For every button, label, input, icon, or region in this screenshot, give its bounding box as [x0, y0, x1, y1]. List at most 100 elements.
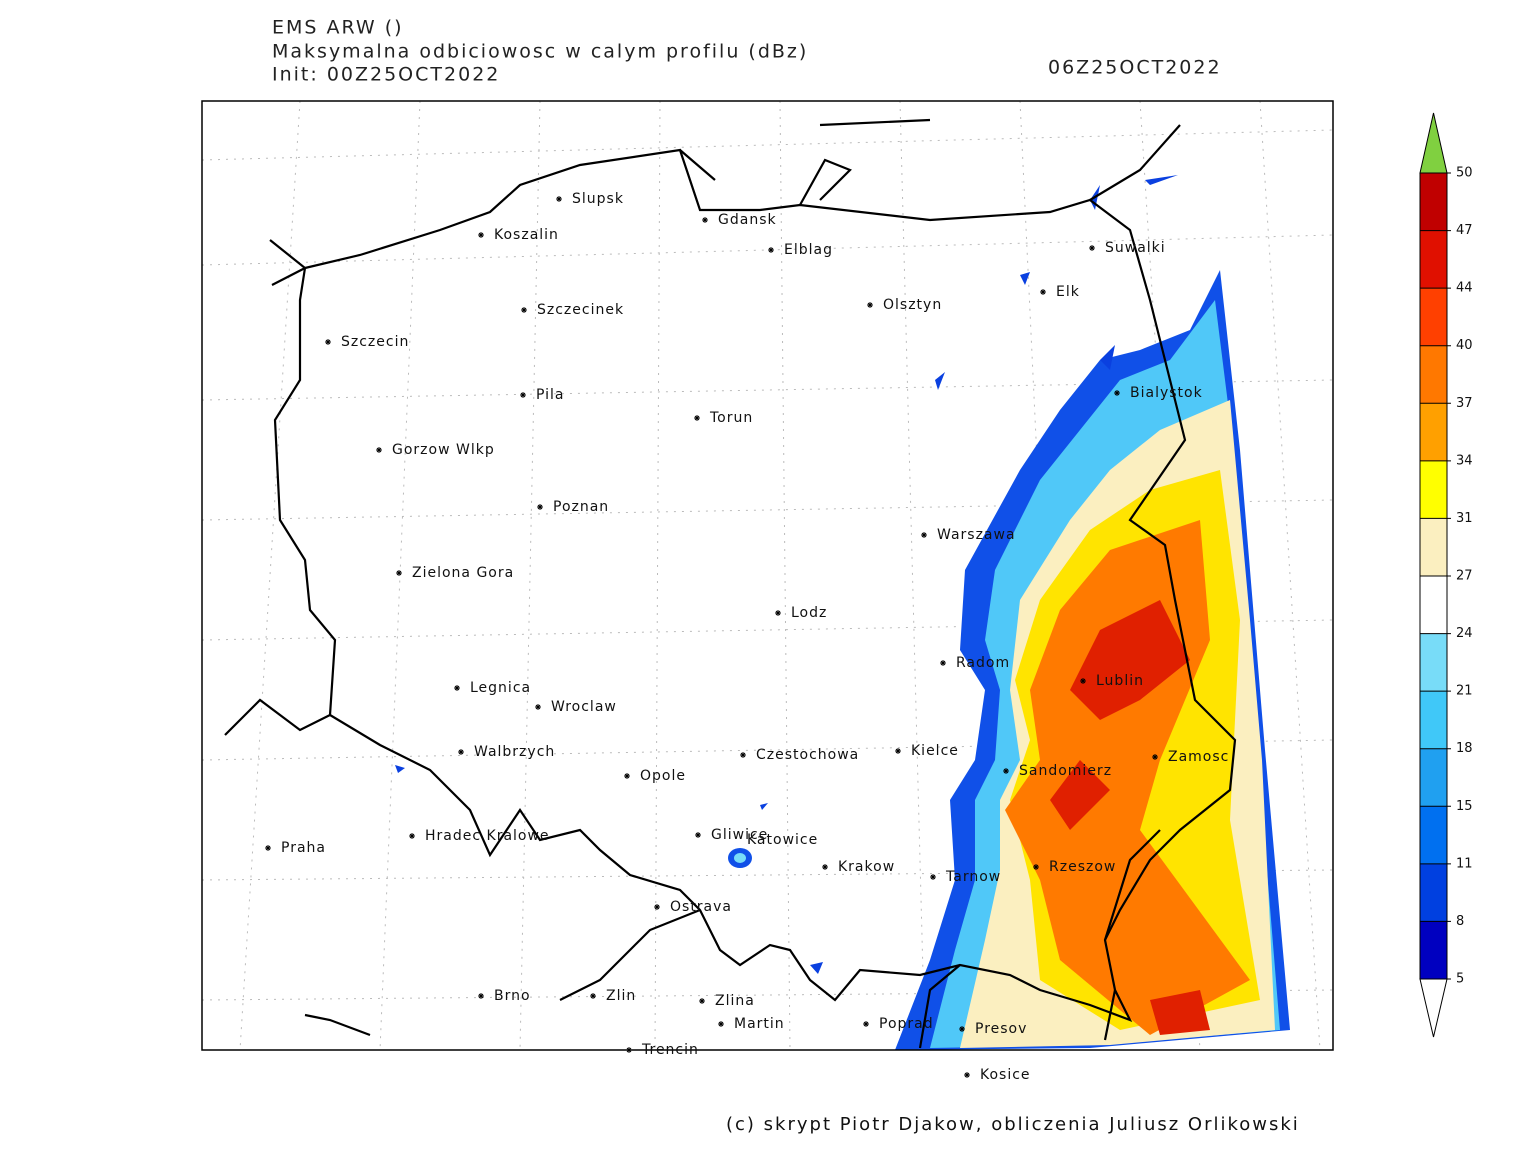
colorbar-segment [1420, 460, 1447, 519]
city-label: Szczecinek [537, 302, 624, 318]
city-label: Brno [494, 988, 531, 1004]
city-marker [940, 660, 946, 666]
city-label: Radom [956, 655, 1010, 671]
colorbar-over [1419, 112, 1448, 174]
city-marker [478, 232, 484, 238]
city-label: Gliwice [711, 827, 768, 843]
city-label: Elblag [784, 242, 833, 258]
city-marker [325, 339, 331, 345]
colorbar-segment [1420, 230, 1447, 289]
city-marker [822, 864, 828, 870]
city-label: Wroclaw [551, 699, 617, 715]
colorbar-segment [1420, 345, 1447, 404]
city-label: Lublin [1096, 673, 1144, 689]
city-label: Warszawa [937, 527, 1016, 543]
city-label: Kielce [911, 743, 959, 759]
city-marker [265, 845, 271, 851]
city-marker [695, 832, 701, 838]
city-label: Zlin [606, 988, 636, 1004]
colorbar: 5 8 11 15 18 21 24 27 31 34 37 40 44 47 50 [1419, 112, 1473, 1038]
city-marker [454, 685, 460, 691]
city-label: Olsztyn [883, 297, 942, 313]
colorbar-label: 11 [1456, 856, 1473, 871]
city-marker [699, 998, 705, 1004]
colorbar-segment [1420, 173, 1447, 231]
city-label: Martin [734, 1016, 785, 1032]
colorbar-label: 37 [1456, 396, 1473, 411]
city-label: Opole [640, 768, 686, 784]
city-marker [535, 704, 541, 710]
colorbar-label: 44 [1456, 281, 1473, 296]
city-label: Walbrzych [474, 744, 555, 760]
colorbar-segment [1420, 748, 1447, 807]
city-marker [895, 748, 901, 754]
city-marker [1089, 245, 1095, 251]
colorbar-segment [1420, 403, 1447, 461]
city-marker [1003, 768, 1009, 774]
city-layer: Slupsk Koszalin Gdansk Elblag Suwalki Elk Olsz… [265, 191, 1229, 1083]
colorbar-label: 40 [1456, 338, 1473, 353]
city-marker [863, 1021, 869, 1027]
city-marker [775, 610, 781, 616]
colorbar-label: 15 [1456, 799, 1473, 814]
colorbar-label: 24 [1456, 626, 1473, 641]
city-label: Kosice [980, 1067, 1031, 1083]
city-label: Katowice [747, 832, 818, 848]
city-label: Presov [975, 1021, 1027, 1037]
city-marker [626, 1047, 632, 1053]
credit: (c) skrypt Piotr Djakow, obliczenia Juli… [726, 1114, 1300, 1135]
city-label: Poprad [879, 1016, 934, 1032]
city-marker [1080, 678, 1086, 684]
city-marker [1033, 864, 1039, 870]
city-marker [478, 993, 484, 999]
colorbar-label: 8 [1456, 914, 1464, 929]
city-marker [654, 904, 660, 910]
city-marker [740, 752, 746, 758]
colorbar-segment [1420, 863, 1447, 922]
city-marker [1114, 390, 1120, 396]
city-label: Ostrava [670, 899, 732, 915]
city-marker [702, 217, 708, 223]
city-marker [376, 447, 382, 453]
city-marker [458, 749, 464, 755]
colorbar-segment [1420, 806, 1447, 864]
city-label: Zielona Gora [412, 565, 514, 581]
colorbar-segment [1420, 576, 1447, 634]
borders [224, 118, 1237, 1049]
colorbar-label: 50 [1456, 166, 1473, 181]
city-label: Gorzow Wlkp [392, 442, 495, 458]
city-label: Czestochowa [756, 747, 859, 763]
colorbar-label: 21 [1456, 684, 1473, 699]
city-label: Gdansk [718, 212, 777, 228]
city-marker [1040, 289, 1046, 295]
colorbar-segment [1420, 518, 1447, 576]
city-label: Lodz [791, 605, 827, 621]
valid-time: 06Z25OCT2022 [1048, 57, 1222, 79]
colorbar-label: 27 [1456, 569, 1473, 584]
city-label: Krakow [838, 859, 895, 875]
map-frame [201, 100, 1334, 1051]
city-label: Torun [709, 410, 753, 426]
colorbar-label: 18 [1456, 741, 1473, 756]
model-name: EMS ARW () [272, 17, 404, 39]
city-marker [590, 993, 596, 999]
city-marker [537, 504, 543, 510]
city-label: Bialystok [1130, 385, 1203, 401]
city-label: Sandomierz [1019, 763, 1112, 779]
colorbar-label: 5 [1456, 972, 1464, 987]
init-time: Init: 00Z25OCT2022 [272, 64, 500, 86]
colorbar-segment [1420, 921, 1447, 979]
city-marker [1152, 754, 1158, 760]
city-marker [396, 570, 402, 576]
city-marker [959, 1026, 965, 1032]
city-label: Suwalki [1105, 240, 1166, 256]
city-label: Koszalin [494, 227, 559, 243]
city-marker [694, 415, 700, 421]
colorbar-label: 34 [1456, 453, 1473, 468]
city-label: Praha [281, 840, 326, 856]
city-marker [624, 773, 630, 779]
city-label: Zamosc [1168, 749, 1229, 765]
city-label: Pila [536, 387, 565, 403]
map-title: Maksymalna odbiciowosc w calym profilu (… [272, 41, 808, 63]
